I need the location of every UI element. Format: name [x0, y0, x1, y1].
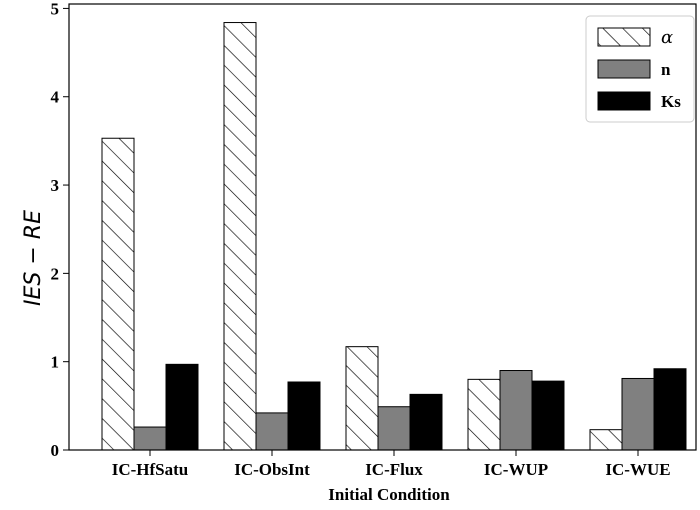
- bar-IC-HfSatu-Ks: [165, 363, 199, 451]
- legend-label-n: n: [661, 60, 671, 79]
- bar-IC-HfSatu-n: [133, 426, 167, 451]
- x-tick-label: IC-HfSatu: [112, 460, 189, 479]
- legend-label-Ks: Ks: [661, 92, 681, 111]
- bar-IC-Flux-n: [377, 406, 411, 451]
- bar-IC-WUE-Ks: [653, 368, 687, 451]
- bar-IC-ObsInt-n: [255, 412, 289, 451]
- x-tick-label: IC-WUE: [605, 460, 670, 479]
- y-axis-title: IES − RE: [21, 210, 46, 306]
- x-axis-title: Initial Condition: [328, 485, 450, 504]
- y-ticks-group: 0 1 2 3 4 5: [51, 0, 69, 460]
- bar-IC-Flux-Ks: [409, 393, 443, 451]
- y-tick-label: 1: [51, 353, 60, 372]
- y-tick-label: 3: [51, 176, 60, 195]
- bar-IC-WUP-α: [467, 378, 501, 451]
- legend-swatch-Ks: [597, 91, 651, 111]
- x-tick-label: IC-ObsInt: [234, 460, 310, 479]
- y-tick-label: 0: [51, 441, 60, 460]
- y-tick-label: 4: [51, 88, 60, 107]
- bar-IC-WUP-n: [499, 370, 533, 451]
- x-ticks-group: IC-HfSatu IC-ObsInt IC-Flux IC-WUP IC-WUE: [112, 450, 671, 479]
- bar-IC-WUE-n: [621, 377, 655, 451]
- legend-swatch-n: [597, 59, 651, 79]
- bar-IC-Flux-α: [345, 346, 379, 451]
- bars-group: [101, 22, 687, 451]
- bar-IC-WUP-Ks: [531, 380, 565, 451]
- legend-label-α: α: [661, 27, 673, 48]
- bar-IC-ObsInt-Ks: [287, 381, 321, 451]
- x-tick-label: IC-WUP: [484, 460, 548, 479]
- plot-frame: [68, 3, 697, 451]
- y-tick-label: 5: [51, 0, 60, 18]
- bar-IC-HfSatu-α: [101, 137, 135, 451]
- bar-IC-WUE-α: [589, 429, 623, 451]
- bar-IC-ObsInt-α: [223, 22, 257, 451]
- legend: αn Ks: [585, 15, 695, 123]
- legend-swatch-α: [597, 27, 651, 47]
- y-tick-label: 2: [51, 264, 60, 283]
- x-tick-label: IC-Flux: [365, 460, 423, 479]
